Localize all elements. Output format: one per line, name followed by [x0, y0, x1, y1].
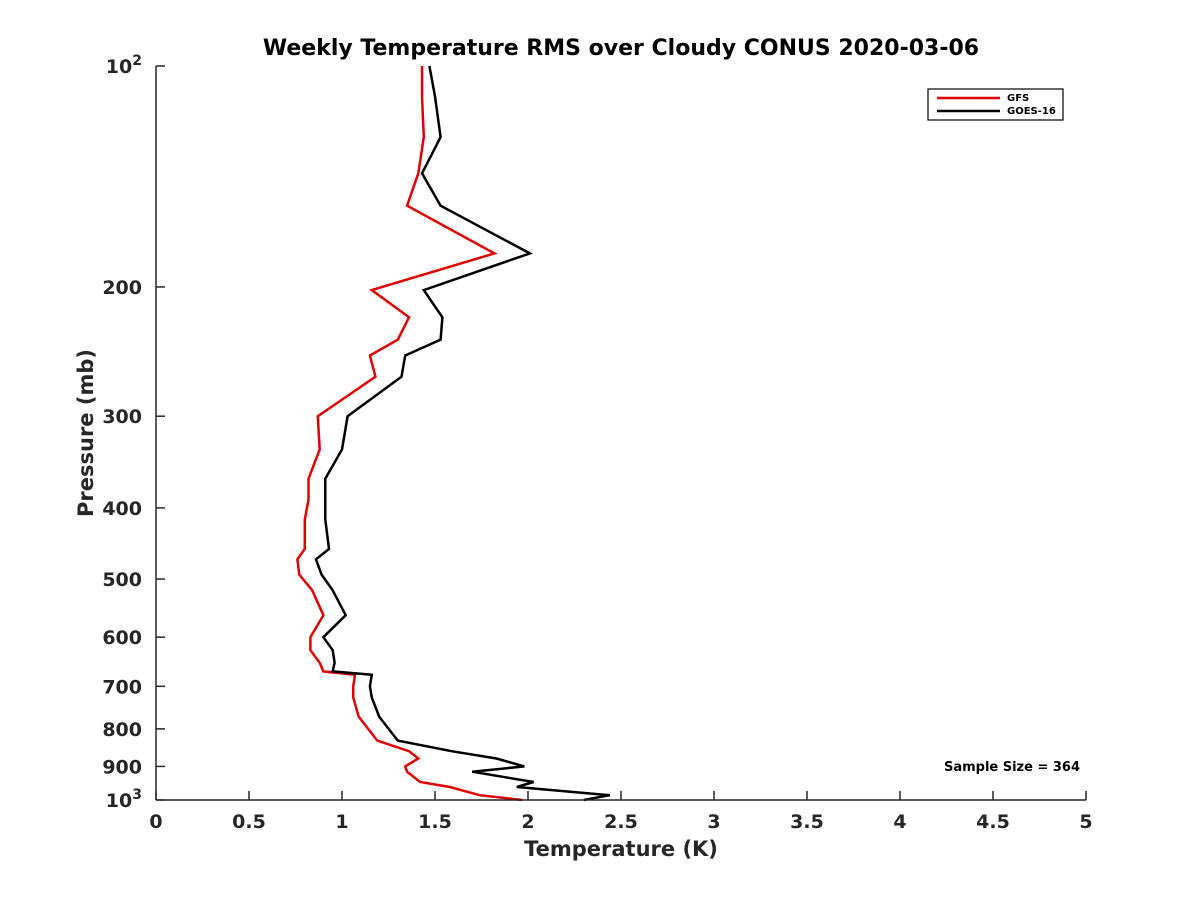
x-tick-label: 1: [335, 811, 348, 833]
y-tick-label: 700: [102, 676, 142, 698]
x-tick-label: 2.5: [604, 811, 638, 833]
y-axis-label: Pressure (mb): [74, 349, 98, 517]
x-tick-label: 4: [893, 811, 906, 833]
y-tick-label: 200: [102, 277, 142, 299]
y-tick-label: 900: [102, 756, 142, 778]
y-tick-label: 600: [102, 627, 142, 649]
y-tick-base: 10: [106, 790, 132, 812]
y-tick-label: 500: [102, 569, 142, 591]
y-tick-label: 800: [102, 719, 142, 741]
legend-label-gfs: GFS: [1007, 93, 1029, 104]
x-tick-label: 3: [707, 811, 720, 833]
x-tick-label: 0: [149, 811, 162, 833]
y-tick-label: 300: [102, 406, 142, 428]
x-tick-label: 5: [1079, 811, 1092, 833]
y-tick-base: 10: [106, 56, 132, 78]
x-ticks: 0 0.5 1 1.5 2 2.5 3 3.5 4 4.5 5: [149, 791, 1093, 833]
series-line-gfs: [296, 66, 523, 802]
y-tick-label: 400: [102, 498, 142, 520]
y-tick-exponent: 2: [132, 53, 142, 69]
x-tick-label: 3.5: [790, 811, 824, 833]
sample-size-annotation: Sample Size = 364: [944, 760, 1080, 775]
y-tick-exponent: 3: [132, 787, 142, 803]
y-tick-label: 103: [106, 787, 142, 812]
x-tick-label: 0.5: [232, 811, 266, 833]
y-tick-label: 102: [106, 53, 142, 78]
x-axis-label: Temperature (K): [524, 837, 718, 861]
legend-box: [927, 88, 1064, 121]
chart-title: Weekly Temperature RMS over Cloudy CONUS…: [263, 36, 979, 61]
legend: GFS GOES-16: [927, 88, 1064, 121]
x-tick-label: 2: [521, 811, 534, 833]
x-tick-label: 1.5: [418, 811, 452, 833]
legend-label-goes16: GOES-16: [1007, 106, 1056, 117]
x-tick-label: 4.5: [976, 811, 1010, 833]
series-line-goes16: [314, 65, 611, 802]
plot-area: [296, 65, 611, 802]
